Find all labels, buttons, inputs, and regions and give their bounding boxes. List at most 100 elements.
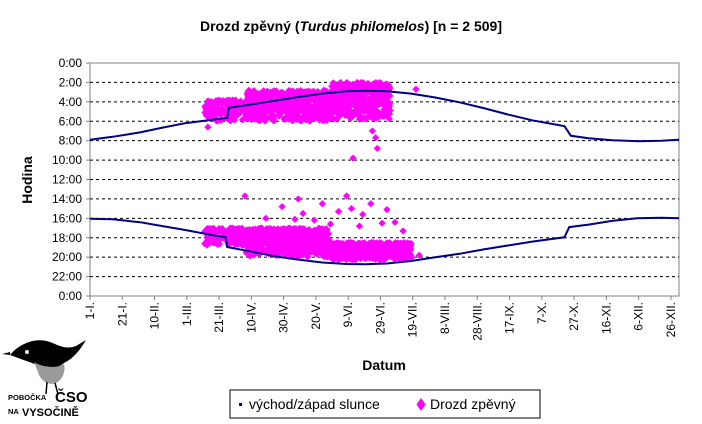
bird-point (282, 104, 291, 112)
bird-point (371, 250, 379, 258)
bird-point (305, 95, 313, 103)
bird-point (346, 255, 354, 263)
bird-point (278, 92, 286, 100)
bird-point (387, 242, 395, 251)
bird-point (234, 224, 242, 233)
x-tick-label: 17-IX. (503, 302, 517, 334)
bird-point (315, 116, 324, 124)
bird-point (373, 95, 381, 103)
bird-point (277, 228, 285, 236)
bird-point (256, 111, 265, 120)
bird-point (358, 241, 366, 249)
bird-point (209, 110, 217, 118)
y-tick-label: 8:00 (59, 134, 83, 148)
bird-point (275, 90, 283, 98)
bird-point (349, 154, 357, 162)
bird-point (329, 99, 337, 107)
bird-point (268, 92, 276, 100)
bird-point (356, 89, 364, 97)
bird-point (252, 108, 260, 116)
bird-point (282, 242, 290, 250)
bird-point (364, 103, 372, 111)
bird-point (262, 108, 270, 116)
bird-point (357, 97, 365, 105)
bird-point (329, 240, 337, 248)
bird-point (293, 246, 301, 254)
bird-point (362, 244, 370, 252)
bird-point (264, 236, 272, 244)
bird-point (356, 82, 364, 90)
bird-point (202, 111, 210, 120)
bird-point (323, 113, 331, 121)
y-tick-label: 12:00 (52, 173, 82, 187)
bird-point (384, 111, 392, 119)
bird-point (383, 94, 391, 103)
bird-point (294, 100, 302, 109)
bird-point (378, 219, 386, 227)
y-tick-label: 22:00 (52, 270, 82, 284)
x-tick-label: 29-VI. (373, 302, 387, 334)
legend-bird-marker (416, 398, 426, 411)
bird-point (270, 225, 278, 233)
bird-point (399, 227, 407, 235)
logo-line3: VYSOČINĚ (22, 406, 79, 419)
bird-point (263, 247, 271, 255)
bird-point (342, 255, 350, 264)
bird-point (261, 117, 269, 125)
bird-point (352, 109, 361, 117)
bird-point (226, 98, 235, 106)
bird-point (298, 116, 306, 124)
bird-point (305, 244, 313, 252)
bird-point (355, 108, 363, 116)
x-tick-label: 6-XII. (632, 302, 646, 331)
bird-point (368, 127, 376, 135)
bird-point (334, 256, 343, 264)
legend-bird-label: Drozd zpěvný (430, 396, 516, 412)
bird-point (318, 200, 326, 208)
bird-point (263, 87, 271, 95)
bird-point (364, 80, 373, 88)
bird-point (304, 233, 312, 242)
bird-point (241, 192, 249, 200)
bird-point (309, 231, 317, 239)
x-tick-label: 10-II. (148, 302, 162, 329)
bird-point (347, 205, 356, 213)
bird-point (372, 134, 380, 142)
bird-point (262, 214, 270, 222)
x-tick-label: 21-III. (212, 302, 226, 333)
bird-point (315, 102, 323, 111)
bird-point (286, 224, 294, 232)
bird-point (363, 106, 371, 114)
bird-point (258, 100, 266, 108)
bird-point (392, 251, 401, 259)
bird-point (291, 215, 299, 223)
y-tick-label: 20:00 (52, 250, 82, 264)
bird-point (257, 115, 266, 123)
bird-point (376, 94, 384, 102)
bird-point (278, 248, 286, 256)
bird-point (360, 114, 368, 123)
bird-point (317, 236, 325, 244)
y-tick-label: 0:00 (59, 56, 83, 70)
bird-point (379, 110, 387, 118)
bird-point (320, 86, 328, 94)
y-tick-label: 0:00 (59, 289, 83, 303)
bird-point (353, 84, 361, 92)
bird-point (279, 97, 287, 106)
y-tick-label: 14:00 (52, 192, 82, 206)
bird-point (267, 110, 276, 118)
bird-point (359, 83, 367, 91)
x-tick-label: 28-VIII. (470, 302, 484, 341)
x-axis-title: Datum (362, 357, 406, 373)
bird-point (351, 246, 359, 254)
bird-point (311, 114, 319, 122)
bird-point (307, 238, 315, 246)
bird-point (318, 250, 326, 258)
bird-point (229, 237, 237, 246)
bird-point (314, 96, 322, 104)
bird-point (326, 95, 335, 103)
bird-point (342, 192, 351, 200)
x-tick-label: 1-I. (83, 302, 97, 319)
logo-line1: POBOČKA (8, 393, 47, 402)
bird-point (265, 114, 273, 122)
